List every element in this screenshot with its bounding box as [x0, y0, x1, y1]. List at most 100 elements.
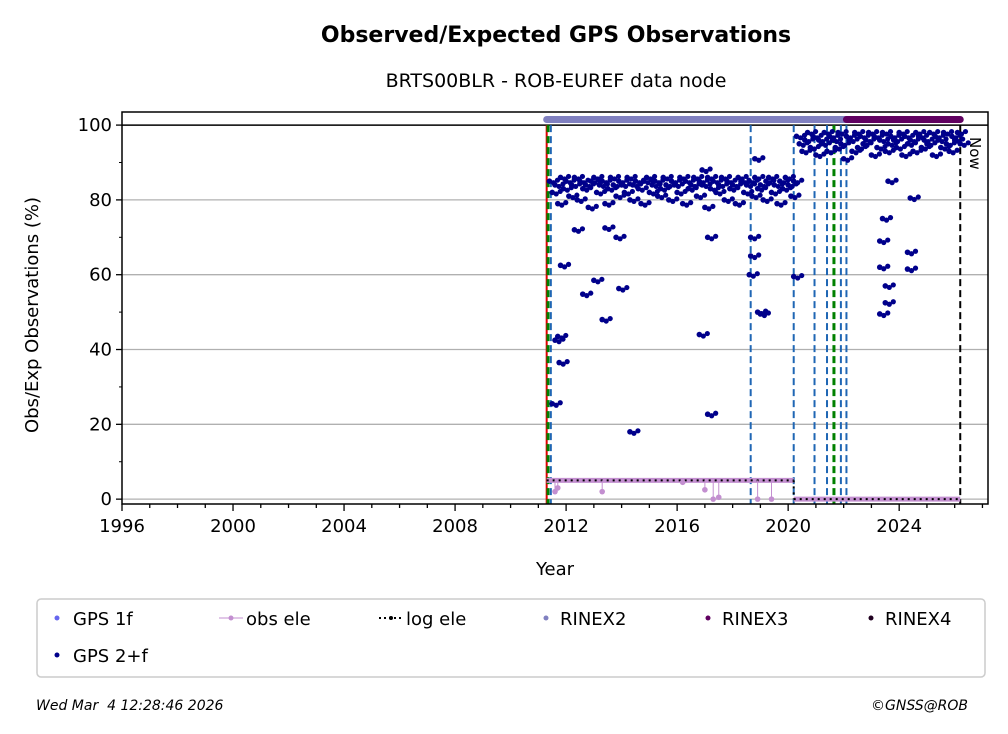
gps2f-point — [693, 193, 700, 199]
gps2f-point — [795, 180, 801, 186]
gps2f-point — [881, 266, 887, 272]
gps2f-point — [574, 192, 580, 198]
gps2f-point — [911, 138, 917, 145]
gps2f-point — [631, 430, 637, 436]
gps2f-point — [706, 206, 712, 212]
gps2f-point — [697, 195, 704, 201]
gps2f-point — [912, 265, 919, 271]
gps2f-point — [745, 191, 751, 197]
gps2f-point — [642, 202, 648, 208]
gps2f-point — [799, 177, 805, 183]
gps2f-point — [553, 402, 559, 408]
gps2f-point — [812, 128, 819, 135]
gps2f-point — [803, 150, 809, 156]
gps2f-point — [876, 151, 883, 157]
gps2f-point — [571, 227, 578, 233]
gps2f-point — [579, 226, 586, 232]
gps2f-point — [896, 129, 902, 136]
gps2f-point — [699, 182, 705, 188]
gps2f-point — [664, 176, 670, 182]
gps2f-point — [573, 183, 579, 190]
gps2f-point — [935, 128, 941, 135]
legend-rinex3: RINEX3 — [722, 609, 788, 630]
gps2f-point — [822, 142, 829, 148]
gps2f-point — [860, 128, 866, 135]
gps2f-point — [736, 202, 743, 208]
gps2f-point — [878, 146, 884, 152]
gps2f-point — [674, 189, 680, 196]
gps2f-point — [699, 173, 705, 180]
gps2f-point — [799, 148, 805, 155]
gps2f-point — [729, 182, 736, 188]
gps2f-point — [554, 200, 561, 207]
gps2f-point — [574, 197, 581, 203]
gps2f-point — [802, 137, 808, 143]
gps2f-point — [631, 198, 637, 205]
gps2f-point — [756, 252, 762, 258]
gps2f-point — [704, 234, 711, 241]
gps2f-point — [933, 153, 940, 160]
gps2f-point — [778, 202, 784, 208]
gps2f-point — [593, 189, 600, 196]
x-tick-label: 2004 — [321, 516, 367, 537]
gps2f-point — [638, 200, 644, 207]
gps2f-point — [817, 153, 823, 160]
gps2f-point — [549, 400, 556, 407]
x-tick-label: 2000 — [210, 516, 256, 537]
gps2f-point — [571, 174, 578, 181]
gps2f-point — [914, 150, 920, 156]
gps2f-point — [943, 136, 949, 142]
gps2f-point — [650, 191, 656, 197]
gps2f-point — [760, 173, 766, 180]
gps2f-point — [707, 166, 713, 172]
gps2f-point — [643, 174, 650, 181]
gps2f-point — [602, 225, 608, 231]
now-label: Now — [966, 137, 984, 170]
gps2f-point — [864, 142, 870, 148]
gps2f-point — [810, 133, 816, 140]
gps2f-point — [910, 148, 916, 155]
gps2f-point — [599, 276, 605, 282]
gps2f-point — [821, 129, 828, 136]
gps2f-point — [901, 133, 908, 140]
gps2f-point — [833, 138, 840, 145]
gps2f-point — [704, 411, 711, 418]
gps2f-point — [589, 206, 595, 212]
gps2f-point — [759, 187, 765, 193]
gps2f-point — [857, 133, 864, 140]
obs-ele-point — [599, 488, 605, 495]
gps2f-point — [754, 271, 760, 277]
gps2f-point — [907, 195, 914, 201]
gps2f-point — [731, 187, 737, 193]
gps2f-point — [839, 131, 845, 137]
gps2f-point — [674, 196, 680, 202]
gps2f-point — [922, 146, 928, 152]
gps2f-point — [908, 251, 915, 257]
gps2f-point — [584, 293, 590, 299]
gps2f-point — [657, 185, 664, 192]
gps2f-point — [876, 238, 883, 244]
gps2f-point — [851, 129, 858, 136]
y-tick-label: 0 — [101, 489, 112, 510]
gps2f-point — [858, 146, 865, 152]
gps2f-point — [582, 182, 589, 188]
gps2f-point — [771, 182, 778, 188]
gps2f-point — [788, 193, 794, 199]
gps2f-point — [962, 128, 969, 135]
gps2f-point — [585, 204, 592, 211]
gps2f-point — [845, 157, 851, 163]
gps2f-point — [832, 144, 839, 151]
gps2f-point — [606, 226, 612, 233]
gps2f-point — [897, 146, 904, 152]
obs-ele-point — [702, 486, 708, 493]
gps2f-point — [828, 150, 834, 156]
gps2f-point — [838, 140, 844, 147]
x-tick-label: 2008 — [432, 516, 478, 537]
gps2f-point — [890, 282, 896, 288]
chart-title: Observed/Expected GPS Observations — [321, 23, 791, 48]
gps2f-point — [904, 266, 911, 272]
y-axis-label: Obs/Exp Observations (%) — [22, 197, 43, 433]
gps2f-point — [756, 157, 762, 163]
gps2f-point — [713, 233, 719, 239]
